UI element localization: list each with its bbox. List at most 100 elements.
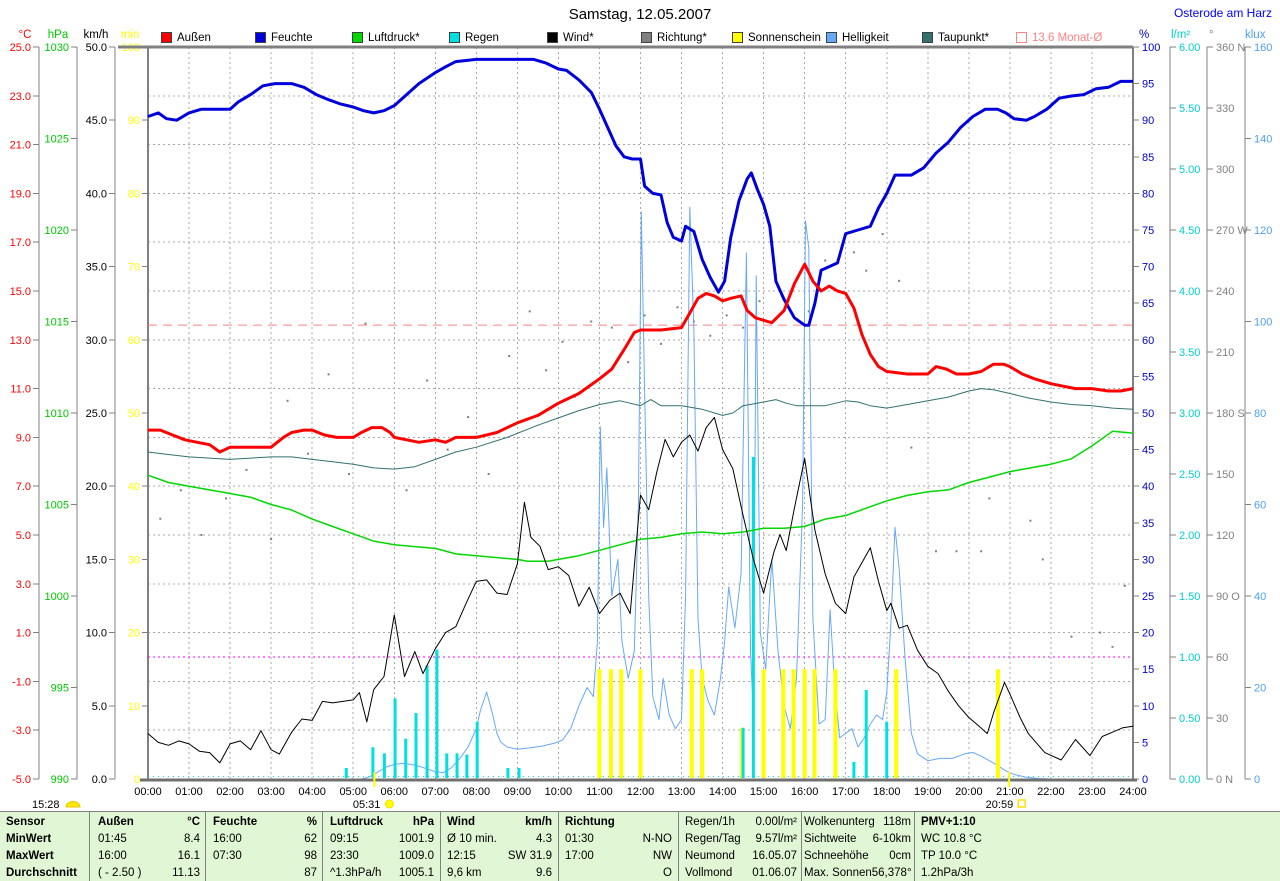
time-tick-label: 04:00 — [298, 786, 326, 798]
time-tick-label: 00:00 — [134, 786, 162, 798]
info-pmv-row: PMV+1:10 — [921, 815, 1040, 830]
legend-item-feuchte: Feuchte — [255, 31, 313, 44]
tick-label-direction: 30 — [1216, 713, 1228, 725]
legend-label: Feuchte — [271, 31, 313, 44]
value-time: 16:00 — [98, 850, 127, 862]
scatter-point-richtung — [1111, 645, 1114, 648]
tick-label-wind: 10.0 — [86, 628, 107, 640]
tick-label-sunshine: 90 — [128, 115, 140, 127]
scatter-point-richtung — [467, 416, 470, 419]
sensor-header-wind: Wind km/h — [447, 815, 552, 830]
legend-item-taupunkt-: Taupunkt* — [922, 31, 989, 44]
time-tick-label: 13:00 — [668, 786, 696, 798]
scatter-point-richtung — [327, 373, 330, 376]
axis-unit-direction: ° — [1209, 29, 1214, 41]
sunrise-icon — [384, 799, 394, 809]
tick-label-humidity: 25 — [1142, 591, 1154, 603]
time-tick-label: 07:00 — [422, 786, 450, 798]
legend-swatch-icon — [161, 32, 172, 43]
info-label: Sichtweite — [804, 833, 857, 845]
tick-label-brightness: 40 — [1254, 591, 1266, 603]
scatter-point-richtung — [824, 259, 827, 262]
tick-label-temperature: 1.0 — [16, 628, 31, 640]
tick-label-temperature: 17.0 — [10, 237, 31, 249]
tick-label-pressure: 1030 — [45, 42, 69, 54]
table-separator — [914, 812, 915, 881]
info-pmv-row: WC 10.8 °C — [921, 832, 1040, 847]
info-label: Regen/Tag — [685, 833, 741, 845]
value-time: 23:30 — [330, 850, 359, 862]
tick-label-rain: 2.50 — [1179, 469, 1200, 481]
tick-label-sunshine: 50 — [128, 408, 140, 420]
tick-label-pressure: 1025 — [45, 134, 69, 146]
scatter-point-richtung — [508, 355, 511, 358]
sensor-unit: % — [306, 816, 317, 828]
scatter-point-richtung — [245, 468, 248, 471]
info-regen-row: Neumond 16.05.07 — [685, 849, 797, 864]
tick-label-humidity: 55 — [1142, 371, 1154, 383]
tick-label-temperature: 9.0 — [16, 432, 31, 444]
tick-label-direction: 180 S — [1216, 408, 1245, 420]
tick-label-humidity: 100 — [1142, 42, 1160, 54]
value-time: 17:00 — [565, 850, 594, 862]
info-label: PMV+1:10 — [921, 816, 976, 828]
value-number: O — [663, 867, 672, 879]
legend-label: Taupunkt* — [938, 31, 990, 44]
sensor-title: Richtung — [565, 816, 615, 828]
statistics-table: Sensor MinWert MaxWert Durchschnitt Außen °C 0… — [0, 811, 1280, 881]
moonrise-icon — [65, 801, 81, 808]
legend-swatch-icon — [826, 32, 837, 43]
tick-label-brightness: 100 — [1254, 317, 1272, 329]
scatter-point-richtung — [610, 326, 613, 329]
row-header: MaxWert — [6, 850, 54, 862]
sensor-unit: °C — [187, 816, 200, 828]
axis-unit-rain: l/m² — [1171, 29, 1190, 41]
value-time: ( - 2.50 ) — [98, 867, 142, 879]
info-pmv-row: TP 10.0 °C — [921, 849, 1040, 864]
value-number: NW — [652, 850, 672, 862]
scatter-point-richtung — [286, 399, 289, 402]
tick-label-rain: 6.00 — [1179, 42, 1200, 54]
tick-label-humidity: 5 — [1142, 737, 1148, 749]
value-number: 11.13 — [172, 867, 200, 879]
info-value: 118m — [883, 816, 911, 828]
info-label: WC 10.8 °C — [921, 833, 982, 845]
tick-label-humidity: 15 — [1142, 664, 1154, 676]
series-line-feuchte — [147, 57, 1133, 327]
scatter-point-richtung — [910, 446, 913, 449]
scatter-point-richtung — [1123, 584, 1126, 587]
table-separator — [322, 812, 323, 881]
time-tick-label: 02:00 — [216, 786, 244, 798]
tick-label-brightness: 20 — [1254, 683, 1266, 695]
weather-chart: °C hPa km/h min% l/m² ° klux 25.0 23.0 21.0 19.0 17… — [10, 29, 1273, 811]
tick-label-sunshine: 70 — [128, 262, 140, 274]
time-tick-label: 10:00 — [545, 786, 573, 798]
scatter-point-richtung — [1070, 635, 1073, 638]
tick-label-humidity: 70 — [1142, 262, 1154, 274]
tick-label-humidity: 95 — [1142, 79, 1154, 91]
table-separator — [801, 812, 802, 881]
series-line-luftdruck — [147, 430, 1134, 562]
scatter-point-richtung — [758, 300, 761, 303]
scatter-point-richtung — [405, 489, 408, 492]
scatter-point-richtung — [709, 334, 712, 337]
legend-swatch-icon — [352, 32, 363, 43]
value-time: 16:00 — [213, 833, 242, 845]
scatter-point-richtung — [200, 534, 203, 536]
legend-label: Luftdruck* — [368, 31, 420, 44]
tick-label-wind: 35.0 — [86, 262, 107, 274]
series-line-taupunkt — [147, 388, 1134, 470]
scatter-point-richtung — [988, 497, 991, 500]
time-tick-label: 14:00 — [709, 786, 737, 798]
sensor-title: Feuchte — [213, 816, 258, 828]
axis-unit-pressure: hPa — [48, 29, 69, 41]
sensor-wind-row: 9,6 km 9.6 — [447, 866, 552, 881]
tick-label-wind: 45.0 — [86, 115, 107, 127]
info-label: 1.2hPa/3h — [921, 867, 974, 879]
tick-label-sunshine: 20 — [128, 628, 140, 640]
scatter-point-richtung — [528, 310, 531, 313]
legend-swatch-icon — [255, 32, 266, 43]
legend-item-luftdruck-: Luftdruck* — [352, 31, 420, 44]
tick-label-rain: 4.00 — [1179, 286, 1200, 298]
series-line-wind — [147, 416, 1134, 764]
